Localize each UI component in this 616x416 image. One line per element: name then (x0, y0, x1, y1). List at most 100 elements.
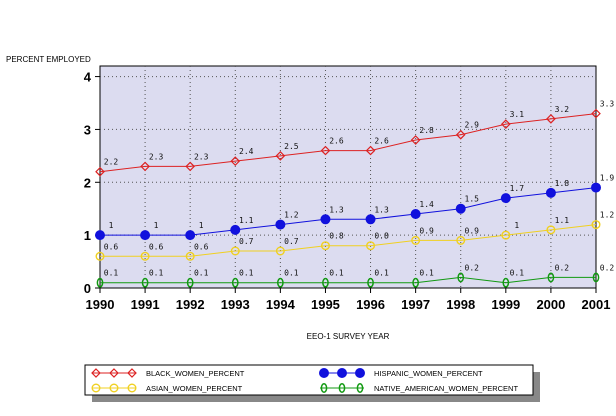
data-label: 0.2 (555, 263, 570, 272)
data-point (230, 156, 241, 166)
data-point (140, 161, 150, 172)
legend-label: ASIAN_WOMEN_PERCENT (146, 384, 243, 393)
data-point (140, 251, 150, 261)
plot-area (99, 65, 597, 289)
x-tick-label: 1999 (491, 297, 520, 312)
series-asian-women-percent: 0.6 0.6 0.6 0.7 0.7 0.8 0.8 0.9 0.9 1 1.1 1.2 (95, 211, 614, 261)
x-axis-title: EEO-1 SURVEY YEAR (307, 332, 390, 341)
data-point (591, 182, 601, 193)
data-label: 2.9 (465, 121, 480, 130)
series-hispanic-women-percent: 1 1 1 1.1 1.2 1.3 1.3 1.4 1.5 1.7 1.8 1.9 (95, 174, 614, 241)
data-point (592, 272, 600, 283)
y-axis-title: PERCENT EMPLOYED (6, 55, 91, 64)
legend-marker (91, 368, 101, 378)
data-label: 0.1 (104, 269, 119, 278)
data-label: 0.6 (149, 242, 164, 251)
data-label: 1.8 (555, 179, 570, 188)
legend-marker (91, 383, 101, 393)
data-point (95, 251, 105, 261)
series-line (99, 113, 597, 173)
data-point (455, 129, 466, 140)
data-point (141, 277, 149, 288)
data-point (185, 251, 195, 261)
data-point (591, 108, 601, 119)
data-point (502, 277, 510, 288)
data-label: 1.5 (465, 195, 480, 204)
x-axis: 1990 1991 1992 1993 1994 1995 1996 1997 1998 1999… (86, 288, 610, 312)
data-label: 3.1 (510, 110, 525, 119)
y-tick-label: 1 (84, 228, 91, 243)
y-tick-label: 2 (84, 175, 91, 190)
legend-label: NATIVE_AMERICAN_WOMEN_PERCENT (374, 384, 518, 393)
x-tick-label: 2000 (536, 297, 565, 312)
x-tick-label: 1994 (266, 297, 296, 312)
data-point (230, 224, 241, 235)
series-line (100, 276, 596, 284)
series-black-women-percent: 2.2 2.3 2.3 2.4 2.5 2.6 2.6 2.8 2.9 3.1 3.2 3.3 (95, 100, 614, 177)
series-line (100, 187, 597, 236)
data-point (322, 277, 329, 288)
data-label: 0.1 (419, 269, 434, 278)
data-label: 0.6 (194, 242, 209, 251)
data-point (455, 203, 466, 214)
data-label: 1 (154, 221, 159, 230)
data-label: 2.5 (284, 142, 299, 151)
x-tick-label: 1990 (86, 297, 115, 312)
series-line (100, 224, 597, 257)
data-point (230, 246, 240, 256)
y-tick-label: 0 (84, 281, 91, 296)
data-label: 0.1 (374, 269, 389, 278)
data-label: 0.6 (104, 242, 119, 251)
legend-marker (127, 383, 137, 393)
y-axis: 0 1 2 3 4 (84, 70, 100, 296)
data-label: 2.3 (149, 152, 164, 161)
legend-box (84, 364, 534, 396)
data-point (185, 161, 196, 172)
data-point (500, 119, 511, 129)
data-point (365, 145, 376, 156)
legend-marker (127, 368, 137, 378)
data-label: 2.8 (419, 126, 434, 135)
data-label: 1.3 (329, 205, 344, 214)
data-point (410, 209, 421, 219)
data-label: 1.7 (510, 184, 525, 193)
data-point (411, 235, 421, 245)
data-point (546, 225, 556, 235)
data-point (456, 235, 466, 245)
data-point (501, 230, 511, 240)
data-label: 0.9 (465, 226, 480, 235)
data-label: 1.4 (419, 200, 434, 209)
data-point (457, 272, 465, 283)
data-label: 1.1 (555, 216, 570, 225)
legend-marker (109, 383, 119, 393)
legend-marker (320, 383, 328, 393)
legend-marker (338, 383, 346, 393)
series-group: 2.22.3 2.32.42.52.6 2.62.82.93.13.23.31 1 11… (95, 100, 615, 288)
y-tick-label: 3 (84, 122, 91, 137)
data-label: 1.2 (284, 211, 299, 220)
data-point (500, 193, 511, 204)
data-point (366, 241, 376, 251)
data-point (412, 277, 419, 288)
data-point (547, 272, 555, 283)
data-label: 0.1 (510, 269, 525, 278)
data-label: 0.7 (284, 237, 299, 246)
legend-marker (356, 383, 364, 393)
x-tick-label: 1992 (176, 297, 205, 312)
data-point (277, 277, 284, 288)
data-label: 0.1 (194, 269, 209, 278)
legend-marker (109, 368, 119, 378)
data-point (231, 277, 239, 288)
data-label: 2.3 (194, 152, 209, 161)
data-point (95, 230, 105, 241)
data-point (546, 114, 556, 124)
data-label: 0.2 (600, 263, 615, 272)
data-point (186, 277, 194, 288)
legend-label: BLACK_WOMEN_PERCENT (146, 369, 245, 378)
legend-marker (337, 368, 347, 378)
data-point (275, 151, 286, 161)
data-point (96, 277, 104, 288)
data-label: 2.4 (239, 147, 254, 156)
data-point (95, 166, 105, 177)
